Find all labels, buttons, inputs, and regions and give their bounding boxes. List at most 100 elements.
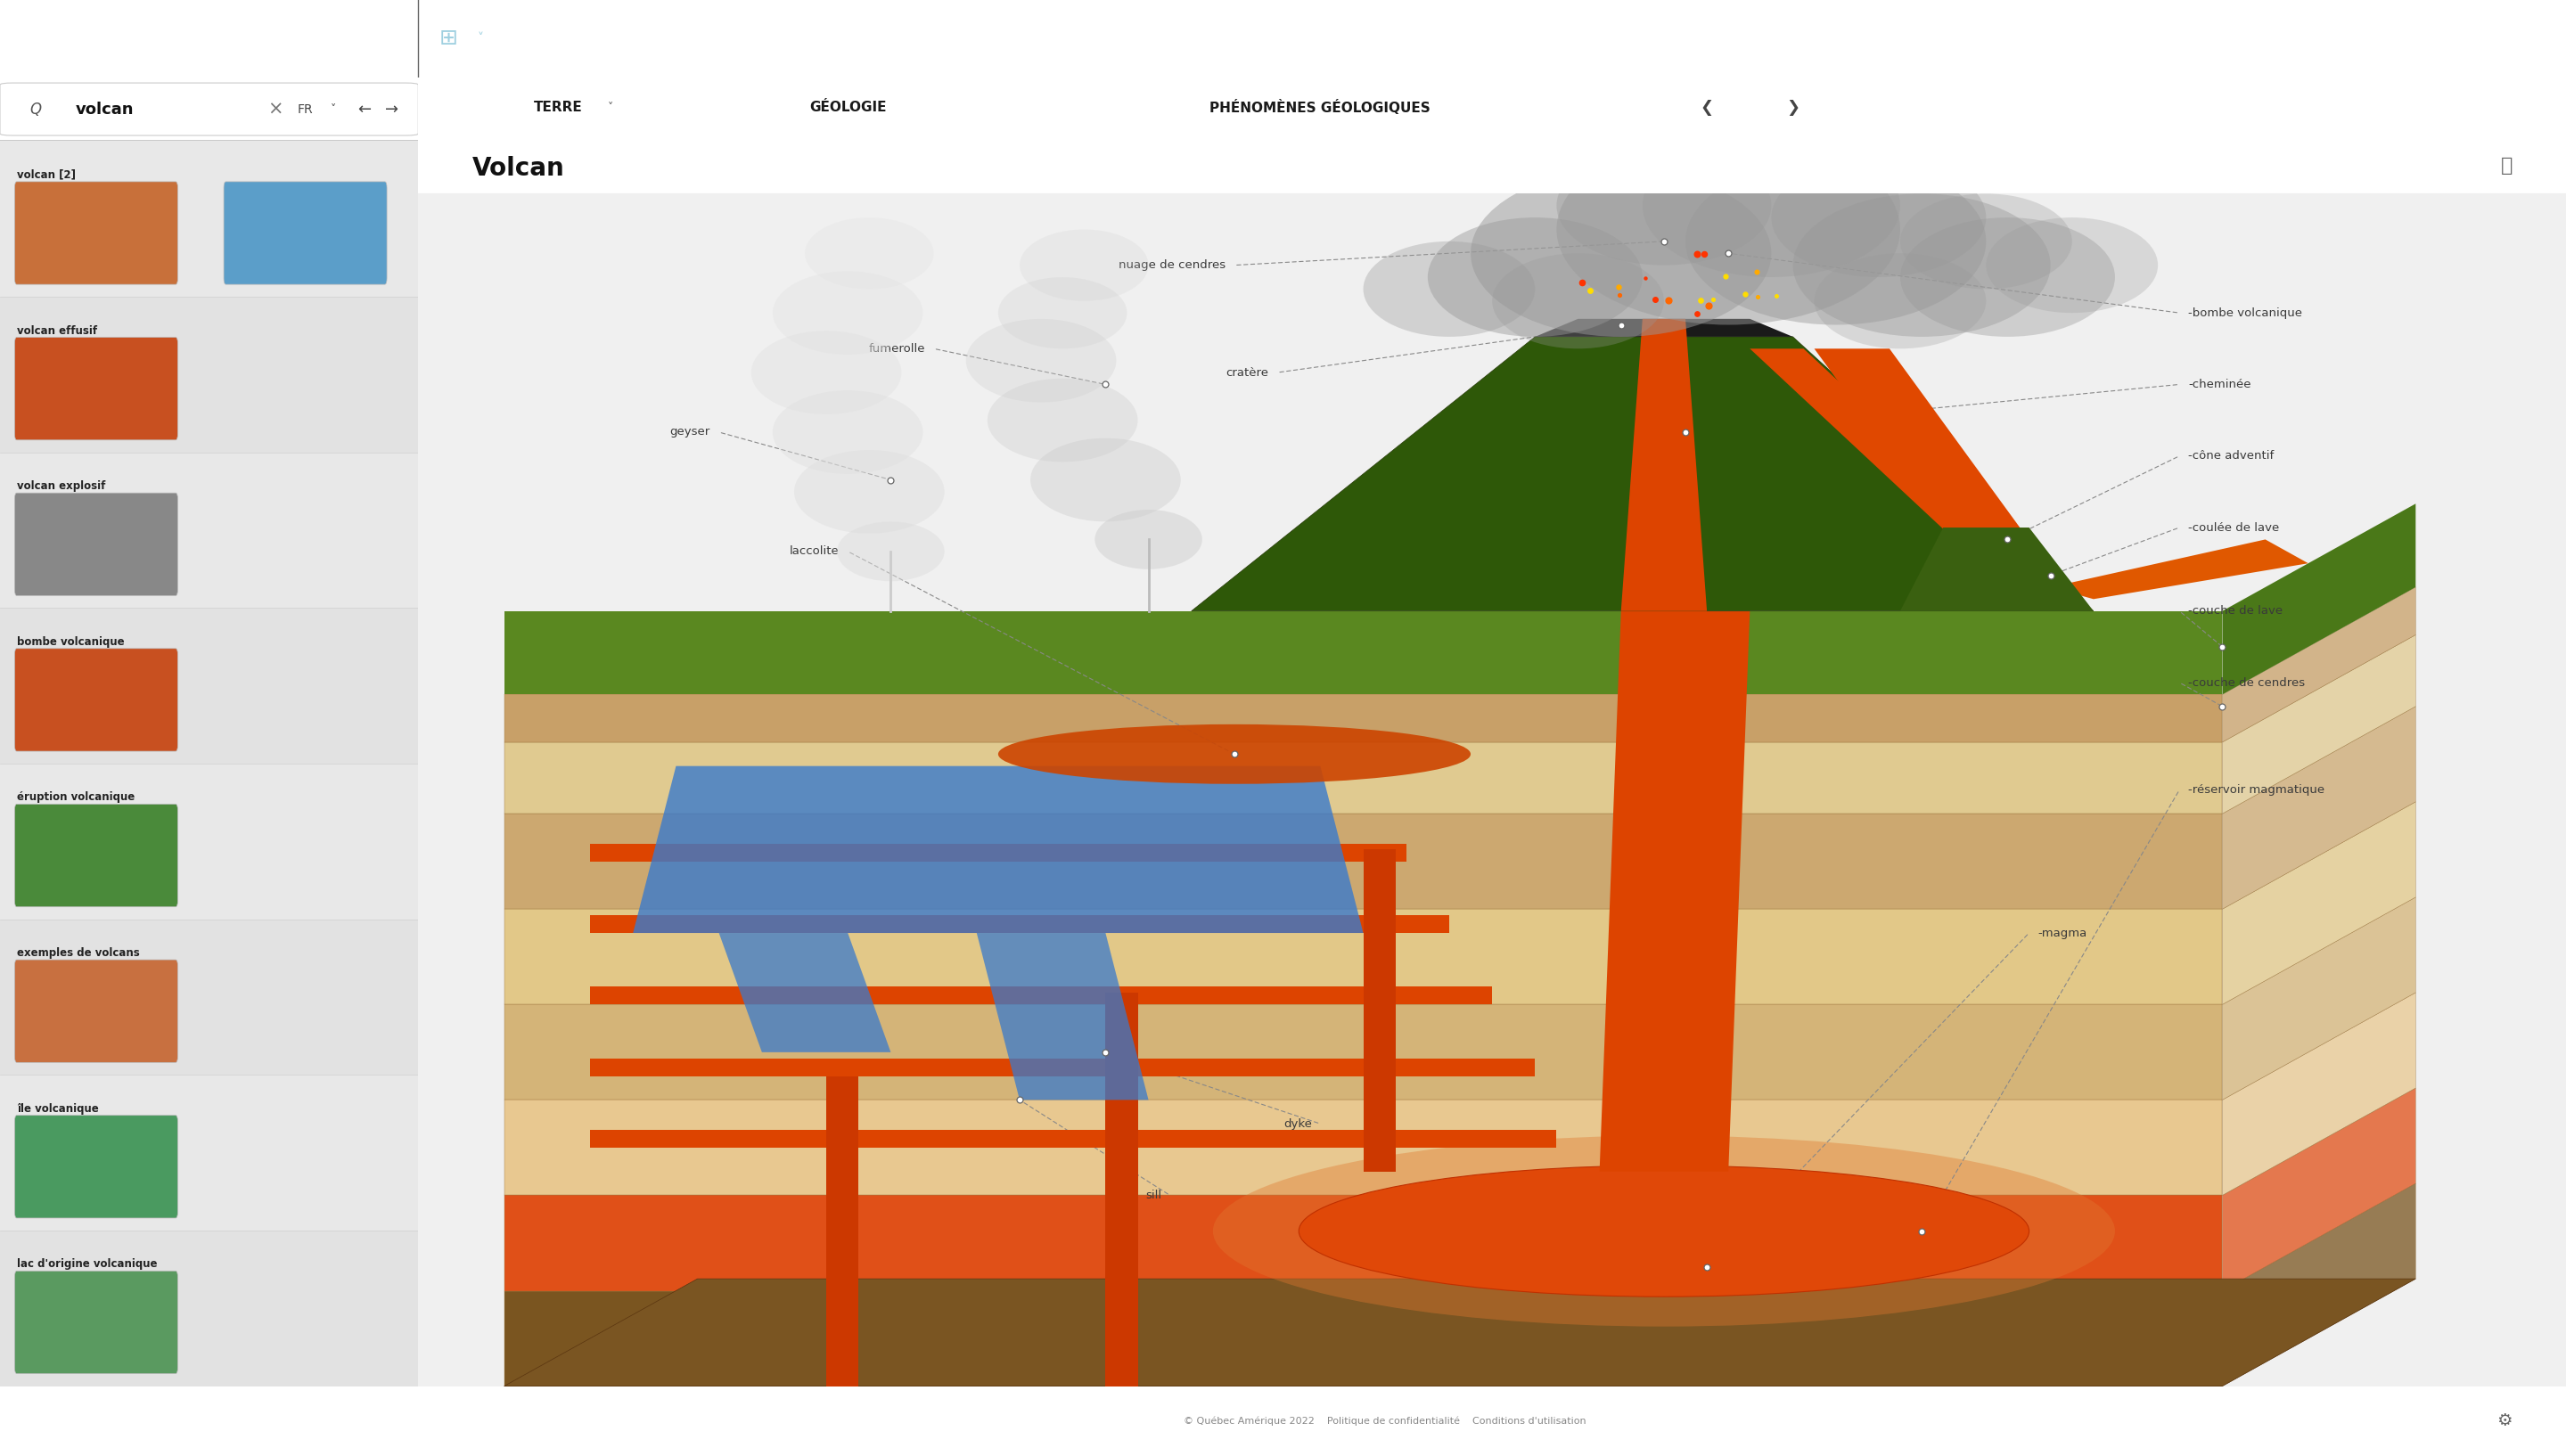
FancyBboxPatch shape [15,494,177,596]
Bar [0,919,418,1075]
Polygon shape [2222,802,2415,1005]
Text: geyser: geyser [670,427,711,438]
Polygon shape [1106,993,1137,1386]
FancyBboxPatch shape [15,648,177,751]
Polygon shape [503,1099,2222,1195]
Text: exemples de volcans: exemples de volcans [18,948,139,960]
Bar [0,141,418,297]
Polygon shape [1814,348,2071,598]
Text: ⊙: ⊙ [33,1412,49,1430]
Circle shape [806,217,934,290]
Text: FR: FR [2525,31,2551,47]
Text: -cheminée: -cheminée [2189,379,2250,390]
Polygon shape [1901,527,2094,612]
Text: ←: ← [357,100,372,118]
Circle shape [1019,230,1150,301]
Text: Q: Q [28,100,41,118]
Text: -coulée de lave: -coulée de lave [2189,521,2279,533]
Text: ⊞: ⊞ [439,28,457,50]
FancyBboxPatch shape [15,1115,177,1219]
Polygon shape [590,914,1450,933]
FancyBboxPatch shape [0,83,418,135]
Polygon shape [503,814,2222,909]
Circle shape [998,277,1126,348]
Text: sill: sill [1144,1190,1162,1201]
Text: dyke: dyke [1283,1118,1311,1130]
Circle shape [1794,194,2050,336]
Polygon shape [590,987,1493,1005]
Text: volcan effusif: volcan effusif [18,325,98,336]
Polygon shape [1363,849,1396,1172]
Text: TESTEZ VOS CONNAISSANCES: TESTEZ VOS CONNAISSANCES [92,1415,300,1427]
Polygon shape [2222,897,2415,1099]
Text: volcan: volcan [74,100,133,118]
Text: cratère: cratère [1227,367,1268,379]
Text: laccolite: laccolite [790,546,839,558]
Polygon shape [503,1290,2222,1386]
Circle shape [965,319,1116,402]
Text: nuage de cendres: nuage de cendres [1119,259,1227,271]
Circle shape [1096,510,1203,569]
Text: ×: × [267,100,282,118]
Circle shape [1771,157,1986,277]
Circle shape [1642,134,1901,277]
Text: ˅: ˅ [477,32,482,45]
Polygon shape [503,1005,2222,1099]
Text: ⧉: ⧉ [2499,157,2512,175]
Polygon shape [634,766,1363,933]
Polygon shape [718,933,890,1053]
Polygon shape [503,743,2222,814]
Text: ˅: ˅ [331,103,336,115]
Polygon shape [1599,612,1750,1172]
Text: lac d'origine volcanique: lac d'origine volcanique [18,1258,157,1270]
Polygon shape [590,843,1406,862]
Ellipse shape [998,724,1470,783]
Polygon shape [1534,319,1794,336]
Text: GÉOLOGIE: GÉOLOGIE [808,100,885,115]
FancyBboxPatch shape [15,338,177,440]
Polygon shape [1750,348,2071,598]
Polygon shape [2222,587,2415,743]
Circle shape [837,521,944,581]
Bar [0,1230,418,1386]
Text: Volcan: Volcan [472,156,565,181]
Circle shape [1901,217,2114,336]
Text: fumerolle: fumerolle [867,342,926,354]
Polygon shape [503,909,2222,1005]
Text: ◎: ◎ [341,31,357,47]
Text: -cône adventif: -cône adventif [2189,450,2273,462]
Polygon shape [2222,1088,2415,1290]
Circle shape [1686,157,1986,325]
Bar [0,297,418,453]
Text: bombe volcanique: bombe volcanique [18,636,123,648]
Polygon shape [978,933,1150,1099]
Text: -couche de cendres: -couche de cendres [2189,677,2304,689]
Polygon shape [2222,635,2415,814]
Polygon shape [2222,504,2415,695]
Polygon shape [2222,1184,2415,1386]
Circle shape [1493,253,1663,348]
Polygon shape [2222,993,2415,1195]
Text: PHÉNOMÈNES GÉOLOGIQUES: PHÉNOMÈNES GÉOLOGIQUES [1211,100,1432,115]
Polygon shape [2222,706,2415,909]
Text: LE VISUEL: LE VISUEL [144,29,249,48]
Polygon shape [1622,319,1706,612]
Bar [0,609,418,764]
Text: © Québec Amérique 2022    Politique de confidentialité    Conditions d'utilisati: © Québec Amérique 2022 Politique de conf… [1183,1417,1586,1425]
Text: ˅: ˅ [608,102,613,114]
Circle shape [772,271,924,355]
Bar [0,1075,418,1230]
Text: éruption volcanique: éruption volcanique [18,792,133,804]
Polygon shape [503,1278,2415,1386]
Polygon shape [590,1130,1558,1147]
Circle shape [1558,146,1771,265]
Circle shape [1363,242,1534,336]
Text: ❮: ❮ [1701,99,1714,116]
Text: -bombe volcanique: -bombe volcanique [2189,307,2302,319]
Circle shape [988,379,1137,462]
Text: ≡: ≡ [31,23,56,54]
Polygon shape [503,695,2222,743]
Polygon shape [503,1195,2222,1290]
FancyBboxPatch shape [223,182,387,284]
Text: volcan explosif: volcan explosif [18,480,105,492]
